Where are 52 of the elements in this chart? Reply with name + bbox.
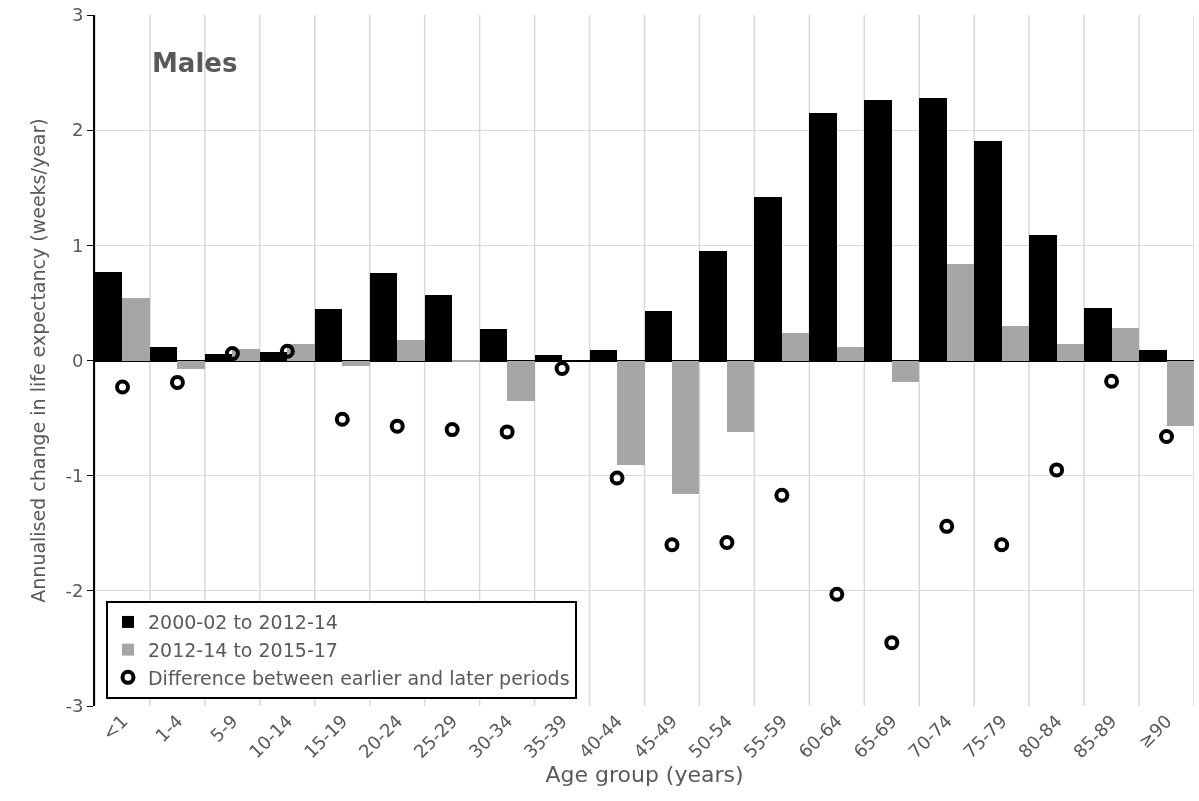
legend-label: 2012-14 to 2015-17 xyxy=(147,639,338,662)
y-tick-label: 0 xyxy=(71,349,84,371)
bar xyxy=(892,361,919,382)
y-tick-label: 1 xyxy=(71,234,84,256)
point xyxy=(774,487,790,503)
y-axis-title: Annualised change in life expectancy (weeks/year) xyxy=(26,118,49,603)
y-tick-label: -3 xyxy=(65,695,84,717)
y-tick-label: 2 xyxy=(71,119,84,141)
point xyxy=(169,374,185,390)
point xyxy=(114,379,130,395)
x-tick-label: <1 xyxy=(98,710,132,744)
bar xyxy=(397,340,425,361)
point xyxy=(1159,429,1175,445)
point xyxy=(939,518,955,534)
bar xyxy=(727,361,754,432)
bar xyxy=(837,347,864,361)
point xyxy=(829,586,845,602)
point xyxy=(994,537,1010,553)
point xyxy=(1049,462,1065,478)
legend-label: 2000-02 to 2012-14 xyxy=(147,611,338,634)
point xyxy=(224,346,240,362)
point xyxy=(554,361,570,377)
point xyxy=(444,422,460,438)
bar xyxy=(342,361,370,366)
y-tick-label: 3 xyxy=(71,4,84,26)
x-axis-title: Age group (years) xyxy=(545,762,744,788)
point xyxy=(334,411,350,427)
y-tick-label: -1 xyxy=(65,464,84,486)
bar xyxy=(617,361,645,465)
x-tick-label: 5-9 xyxy=(205,710,242,746)
annotation: Males xyxy=(152,48,238,78)
bar xyxy=(947,264,974,361)
point xyxy=(279,343,295,359)
bar xyxy=(1002,326,1029,361)
point xyxy=(719,534,735,550)
point xyxy=(609,470,625,486)
bar xyxy=(507,361,535,401)
bar xyxy=(1112,328,1139,361)
bar xyxy=(782,333,809,361)
bar xyxy=(177,361,205,369)
legend-label: Difference between earlier and later periods xyxy=(147,666,570,689)
bar xyxy=(122,298,150,361)
bar xyxy=(1057,344,1084,361)
point xyxy=(1104,373,1120,389)
bar xyxy=(1167,361,1194,426)
x-tick-label: 1-4 xyxy=(150,710,187,746)
y-tick-label: -2 xyxy=(65,580,84,602)
point xyxy=(664,537,680,553)
bar xyxy=(672,361,699,494)
point xyxy=(499,424,515,440)
point xyxy=(884,635,900,651)
point xyxy=(389,418,405,434)
